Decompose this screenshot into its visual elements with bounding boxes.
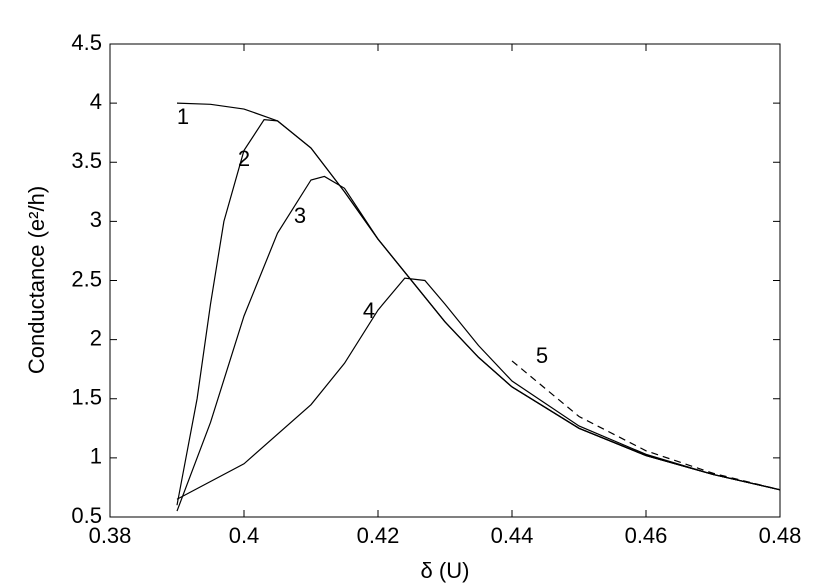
curve [511,360,781,491]
y-tick-label: 3.5 [71,148,102,173]
y-tick-label: 1 [90,444,102,469]
plot-frame [109,43,781,518]
curve-label: 5 [536,343,548,368]
x-tick-label: 0.44 [491,523,534,548]
y-tick-label: 4 [90,89,102,114]
curve [176,277,781,500]
y-tick-label: 2 [90,325,102,350]
y-tick-label: 2.5 [71,266,102,291]
x-tick-label: 0.42 [357,523,400,548]
curve [176,119,781,506]
curve-label: 4 [363,298,375,323]
curve-label: 3 [294,203,306,228]
x-axis-label: δ (U) [421,558,470,583]
curve [176,175,781,512]
x-tick-label: 0.48 [759,523,802,548]
y-axis-label: Conductance (e²/h) [24,186,49,374]
y-tick-label: 1.5 [71,385,102,410]
y-tick-label: 0.5 [71,503,102,528]
y-tick-label: 3 [90,207,102,232]
curve-label: 1 [177,104,189,129]
x-tick-label: 0.46 [625,523,668,548]
curve [176,102,781,491]
y-tick-label: 4.5 [71,30,102,55]
curve-label: 2 [238,146,250,171]
x-tick-label: 0.38 [89,523,132,548]
x-tick-label: 0.4 [229,523,260,548]
